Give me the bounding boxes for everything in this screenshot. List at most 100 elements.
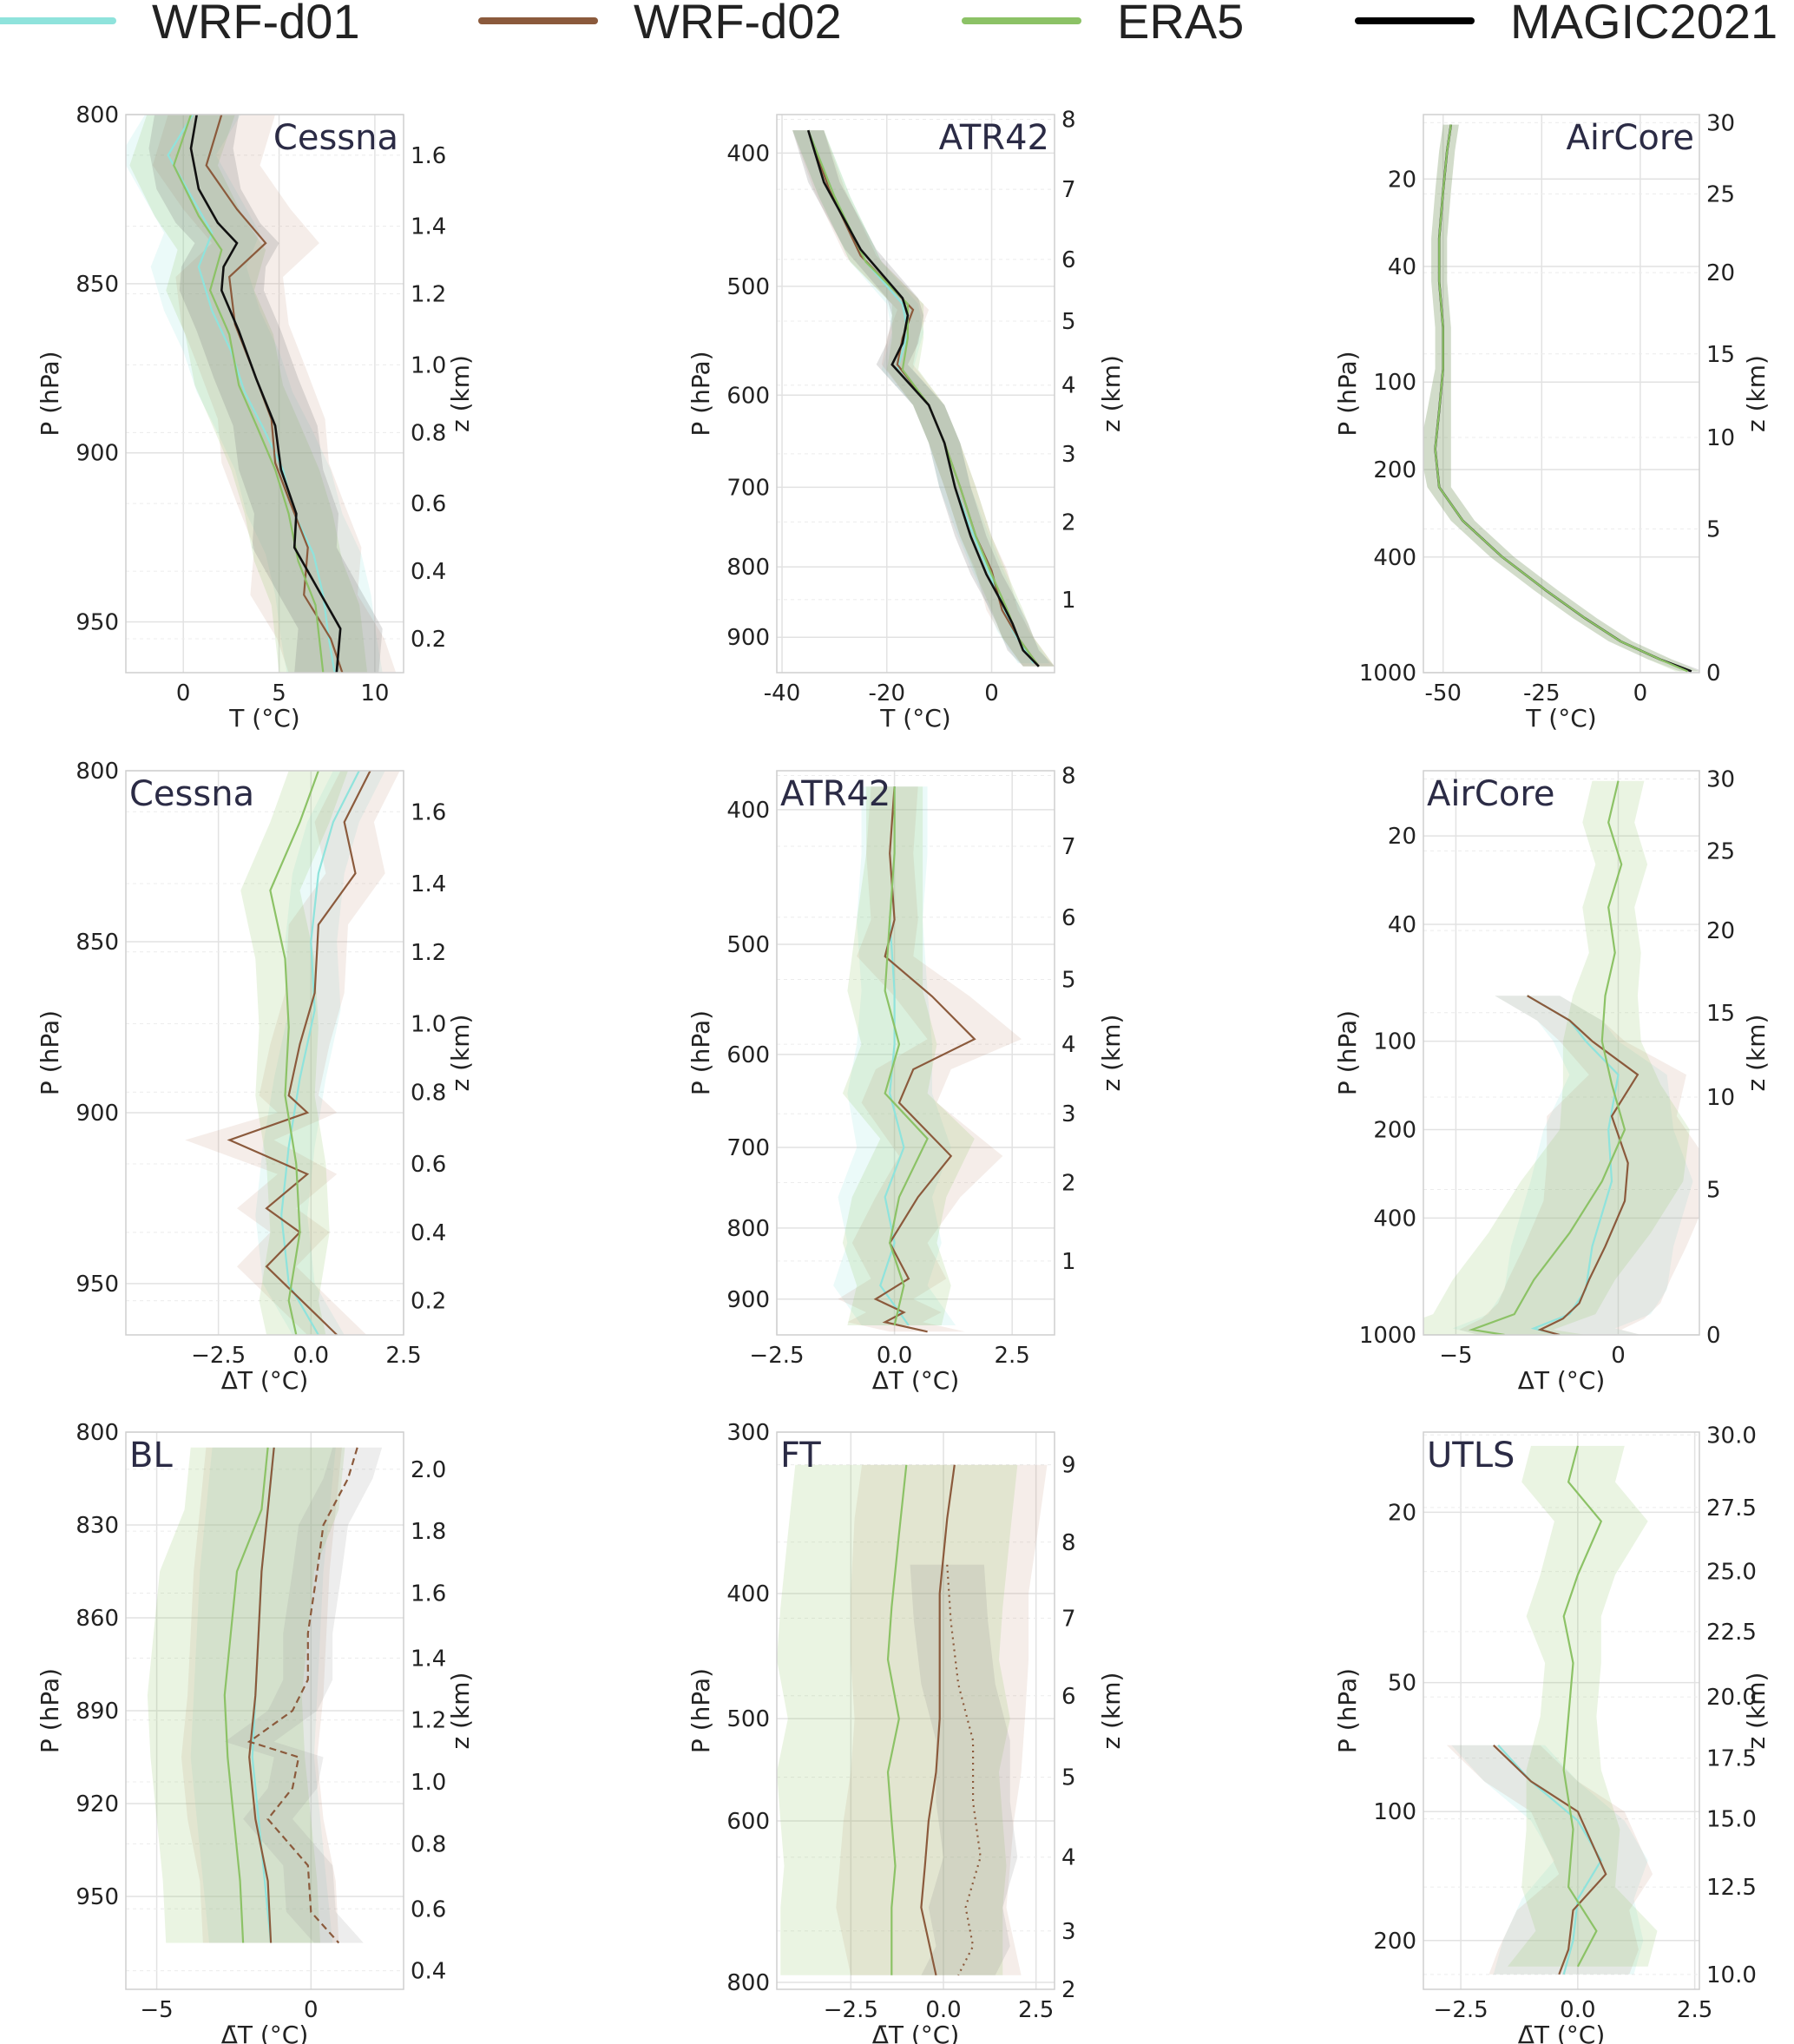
y2-tick-label: 5: [1061, 309, 1076, 335]
y2-tick-label: 2: [1061, 1977, 1076, 2003]
y-tick-label: 500: [726, 932, 770, 958]
band-wrf-d01: [255, 771, 385, 1335]
panel-title: ATR42: [780, 774, 890, 814]
y2-tick-label: 1.0: [411, 1770, 446, 1796]
x-tick-label: 5: [272, 680, 286, 707]
x-tick-label: −5: [140, 1997, 173, 2023]
band-wrf-d02: [181, 1447, 342, 1943]
band-wrf-d02: [152, 115, 397, 673]
x-tick-label: 2.5: [1018, 1997, 1054, 2023]
series-era5: [886, 1464, 908, 1975]
y2-tick-label: 6: [1061, 1684, 1076, 1710]
y2-tick-label: 1.2: [411, 282, 446, 308]
grid-secondary: [777, 118, 1055, 601]
axes-frame: [125, 1431, 404, 1990]
y-axis-label: P (hPa): [1333, 351, 1362, 436]
series-wrf-d01: [167, 115, 336, 673]
y-tick-label: 200: [1373, 1929, 1416, 1955]
plot-area: [147, 1447, 383, 1944]
y2-tick-label: 0.8: [411, 420, 446, 446]
y-tick-label: 500: [726, 1706, 770, 1732]
axes-frame: [1423, 114, 1700, 674]
x-tick-label: 2.5: [385, 1343, 421, 1369]
band-era5: [1508, 1445, 1658, 1967]
y-axis-label: P (hPa): [687, 1668, 715, 1753]
grid: [1423, 1432, 1699, 1989]
x-tick-label: 0: [1611, 1343, 1626, 1369]
panel-7: −5 0 800 830 860 890 920 950 2.0 1.8 1.6 1.4 1.2 1.0 0…: [36, 1420, 475, 2044]
y2-tick-label: 15: [1706, 342, 1735, 368]
y2-tick-label: 0: [1706, 1323, 1721, 1349]
plot-area: [1446, 1445, 1658, 1975]
y2-tick-label: 30: [1706, 110, 1735, 136]
y2-tick-label: 7: [1061, 834, 1076, 860]
series-era5: [173, 115, 325, 673]
y2-tick-label: 17.5: [1706, 1746, 1757, 1772]
series-wrf-d02: [873, 786, 976, 1333]
y-tick-label: 500: [726, 274, 770, 300]
panel-title: AirCore: [1427, 774, 1555, 814]
y2-tick-label: 7: [1061, 1606, 1076, 1632]
x-tick-label: -50: [1424, 680, 1461, 707]
y2-tick-label: 1: [1061, 588, 1076, 614]
y2-tick-label: 3: [1061, 1919, 1076, 1945]
band-era5: [842, 786, 975, 1325]
y2-tick-label: 10: [1706, 1085, 1735, 1111]
y-tick-label: 400: [1373, 545, 1416, 571]
y2-tick-label: 0.8: [411, 1080, 446, 1106]
grid-secondary: [1423, 122, 1699, 674]
y2-tick-label: 2: [1061, 509, 1076, 536]
axes-frame: [776, 114, 1055, 674]
band-era5: [147, 1447, 345, 1943]
y-axis-label: P (hPa): [1333, 1010, 1362, 1095]
x-axis-label: Δ̄T (°C): [872, 2021, 960, 2044]
y-tick-label: 400: [1373, 1206, 1416, 1232]
y-tick-label: 200: [1373, 1117, 1416, 1143]
x-tick-label: −2.5: [824, 1997, 878, 2023]
y2-tick-label: 0.4: [411, 559, 446, 585]
y2-tick-label: 12.5: [1706, 1875, 1757, 1901]
y2-tick-label: 1.2: [411, 940, 446, 966]
legend-item-1: WRF-d01: [0, 0, 360, 49]
grid: [126, 114, 404, 673]
grid-secondary: [777, 775, 1055, 1262]
band-wrf-d02: [836, 1464, 1048, 1975]
y-tick-label: 800: [726, 555, 770, 581]
y2-tick-label: 1.2: [411, 1708, 446, 1734]
y2-tick-label: 9: [1061, 1453, 1076, 1479]
y-tick-label: 850: [76, 930, 119, 956]
y2-tick-label: 0.6: [411, 491, 446, 517]
legend-item-4: MAGIC2021: [1355, 0, 1778, 49]
x-tick-label: 2.5: [995, 1343, 1030, 1369]
series-wrf-d02: [920, 1464, 956, 1976]
y-tick-label: 700: [726, 1135, 770, 1161]
y2-tick-label: 5: [1706, 1178, 1721, 1204]
band-wrf-d01-dashed: [224, 1447, 383, 1943]
series-magic2021: [1434, 124, 1692, 673]
band-era5: [240, 771, 348, 1335]
series-era5: [269, 771, 319, 1335]
x-axis-label: T (°C): [228, 704, 299, 733]
y-tick-label: 600: [726, 383, 770, 409]
band-magic2021-dotted: [910, 1564, 1018, 1975]
y2-tick-label: 5: [1061, 968, 1076, 994]
y2-axis-label: z (km): [446, 1673, 475, 1750]
series-magic2021: [189, 115, 342, 673]
y2-tick-label: 2: [1061, 1171, 1076, 1197]
series-wrf-d02: [1527, 995, 1640, 1335]
y-tick-label: 900: [76, 441, 119, 467]
y-tick-label: 100: [1373, 1799, 1416, 1825]
y-axis-label: P (hPa): [1333, 1668, 1362, 1753]
grid: [126, 1431, 404, 1989]
x-tick-label: -20: [869, 680, 905, 707]
y2-tick-label: 0.4: [411, 1959, 446, 1985]
y2-tick-label: 20: [1706, 260, 1735, 286]
axes-frame: [125, 114, 404, 674]
grid-secondary: [777, 1464, 1055, 1990]
y-tick-label: 50: [1388, 1671, 1416, 1697]
x-axis-label: ΔT (°C): [872, 1366, 960, 1395]
y-tick-label: 950: [76, 610, 119, 636]
series-wrf-d01: [1527, 995, 1620, 1335]
y2-tick-label: 27.5: [1706, 1495, 1757, 1521]
